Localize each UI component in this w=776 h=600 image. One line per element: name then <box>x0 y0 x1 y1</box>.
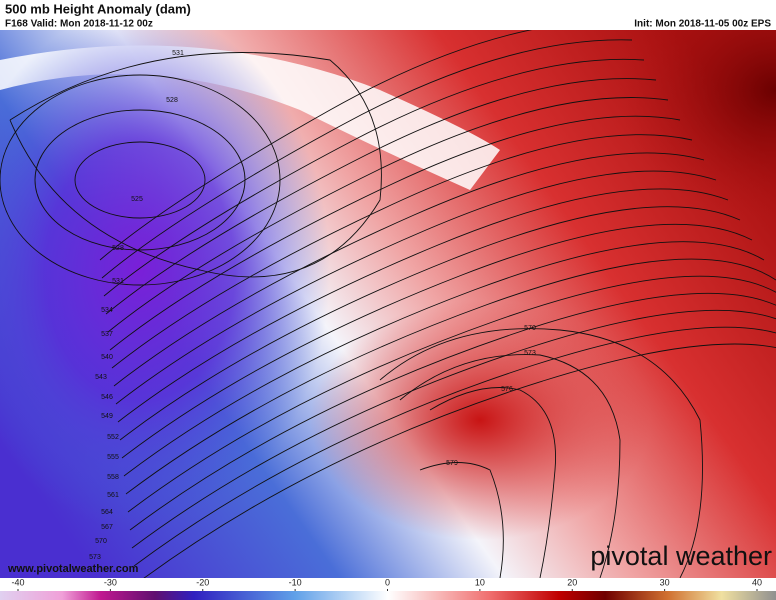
colorbar-tick-label: -40 <box>11 577 24 587</box>
contour <box>115 170 717 405</box>
contour <box>133 326 776 567</box>
contour-label: 549 <box>101 413 113 420</box>
contour <box>129 292 776 531</box>
contour-label: 570 <box>524 325 536 332</box>
contour-label: 570 <box>95 538 107 545</box>
contour-label: 555 <box>107 454 119 461</box>
colorbar-tick-label: 10 <box>475 577 485 587</box>
high-anomaly <box>310 300 650 540</box>
contour <box>9 52 382 278</box>
contour <box>127 275 776 513</box>
contour-label: 561 <box>107 492 119 499</box>
colorbar-tick-label: -20 <box>196 577 209 587</box>
contour <box>105 78 657 315</box>
contour <box>107 97 669 333</box>
contour-label: 546 <box>101 394 113 401</box>
contour <box>379 328 703 578</box>
contour <box>103 58 645 297</box>
colorbar-tick-label: 0 <box>385 577 390 587</box>
contour <box>123 241 765 477</box>
contour <box>121 223 753 459</box>
contour <box>101 39 633 279</box>
colorbar-tick-label: -30 <box>104 577 117 587</box>
contour-label: 528 <box>166 97 178 104</box>
low-anomaly <box>0 30 330 530</box>
contour-label: 540 <box>101 354 113 361</box>
contour-label: 564 <box>101 509 113 516</box>
colorbar-tick-label: -10 <box>289 577 302 587</box>
contour <box>117 188 729 423</box>
colorbar-tick-label: 30 <box>660 577 670 587</box>
contour-label: 573 <box>89 554 101 561</box>
contour-label: 543 <box>95 374 107 381</box>
contour-label: 558 <box>107 474 119 481</box>
header-bar <box>0 0 776 30</box>
contour-label: 525 <box>131 196 143 203</box>
contour-label: 552 <box>107 434 119 441</box>
contour-labels: 531 528 525 528 531 534 537 540 543 546 549 552 555 5… <box>89 50 536 561</box>
contour-label: 537 <box>101 331 113 338</box>
contour-lines <box>0 30 776 578</box>
contour <box>429 387 556 578</box>
contour-label: 531 <box>112 278 124 285</box>
title: 500 mb Height Anomaly (dam) <box>5 1 191 16</box>
colorbar-tick-label: 40 <box>752 577 762 587</box>
contour <box>399 354 621 578</box>
contour <box>125 258 776 495</box>
valid-time: F168 Valid: Mon 2018-11-12 00z <box>5 19 153 30</box>
contour <box>119 206 741 441</box>
colorbar <box>0 591 776 600</box>
site-url[interactable]: www.pivotalweather.com <box>7 563 139 575</box>
contour-label: 528 <box>112 245 124 252</box>
contour <box>143 343 776 578</box>
contour-label: 576 <box>501 386 513 393</box>
map: 531 528 525 528 531 534 537 540 543 546 549 552 555 5… <box>0 30 776 578</box>
contour-label: 534 <box>101 307 113 314</box>
init-time: Init: Mon 2018-11-05 00z EPS <box>634 19 771 30</box>
contour <box>113 152 705 387</box>
brand-logo: pivotal weather <box>590 541 772 571</box>
contour-label: 573 <box>524 350 536 357</box>
high-anomaly <box>616 30 776 220</box>
colorbar-tick-label: 20 <box>567 577 577 587</box>
contour-label: 531 <box>172 50 184 57</box>
contour <box>111 134 693 369</box>
contour <box>74 141 206 219</box>
contour-label: 579 <box>446 460 458 467</box>
contour-label: 567 <box>101 524 113 531</box>
contour <box>419 462 504 578</box>
contour <box>99 30 533 261</box>
contour <box>109 115 681 351</box>
contour <box>131 309 776 549</box>
